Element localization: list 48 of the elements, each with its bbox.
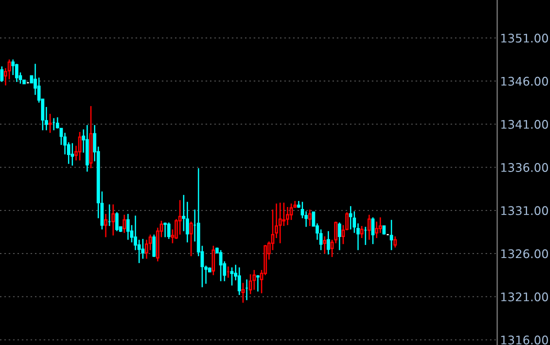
candlestick <box>374 221 378 239</box>
candlestick <box>323 236 326 254</box>
candlestick <box>178 199 182 236</box>
candlestick <box>348 206 352 230</box>
candlestick <box>115 212 119 232</box>
candlestick <box>390 219 394 251</box>
y-tick-label: 1341.00 <box>501 120 548 129</box>
y-tick-label: 1336.00 <box>501 163 548 172</box>
candlestick <box>394 236 397 248</box>
candlestick <box>308 208 312 227</box>
candlestick <box>282 202 286 227</box>
candlestick <box>360 225 364 239</box>
candlestick <box>152 234 156 258</box>
candlestick <box>48 113 52 134</box>
candlestick <box>278 202 282 244</box>
y-tick-label: 1316.00 <box>501 336 548 344</box>
candlestick <box>15 63 18 83</box>
candlestick <box>212 245 215 276</box>
y-tick-label: 1346.00 <box>501 76 548 86</box>
candlestick <box>141 238 144 260</box>
candlestick <box>78 131 82 162</box>
candlestick <box>167 222 170 240</box>
candlestick <box>256 274 260 292</box>
candlestick <box>338 222 342 251</box>
candlestick <box>122 214 126 234</box>
candlestick <box>371 216 375 245</box>
candlestick <box>290 202 293 221</box>
candlestick <box>0 66 4 83</box>
candlestick <box>241 282 245 304</box>
candlestick <box>189 221 193 257</box>
candlestick <box>112 204 115 236</box>
candlestick <box>252 269 256 290</box>
candlestick <box>104 213 108 238</box>
y-tick-label: 1321.00 <box>501 292 548 302</box>
candlestick <box>248 274 252 295</box>
candlestick <box>230 266 234 286</box>
y-tick-label: 1351.00 <box>501 34 548 43</box>
candlestick <box>238 266 241 296</box>
candlestick <box>368 214 371 240</box>
candlestick <box>286 206 290 226</box>
candlestick <box>326 230 330 256</box>
candlestick <box>219 250 222 282</box>
y-tick-label: 1326.00 <box>501 249 548 258</box>
candlestick <box>70 142 74 166</box>
candlestick <box>11 58 15 76</box>
y-tick-label: 1331.00 <box>501 206 548 216</box>
candlestick <box>163 222 167 238</box>
candlestick <box>126 213 130 240</box>
